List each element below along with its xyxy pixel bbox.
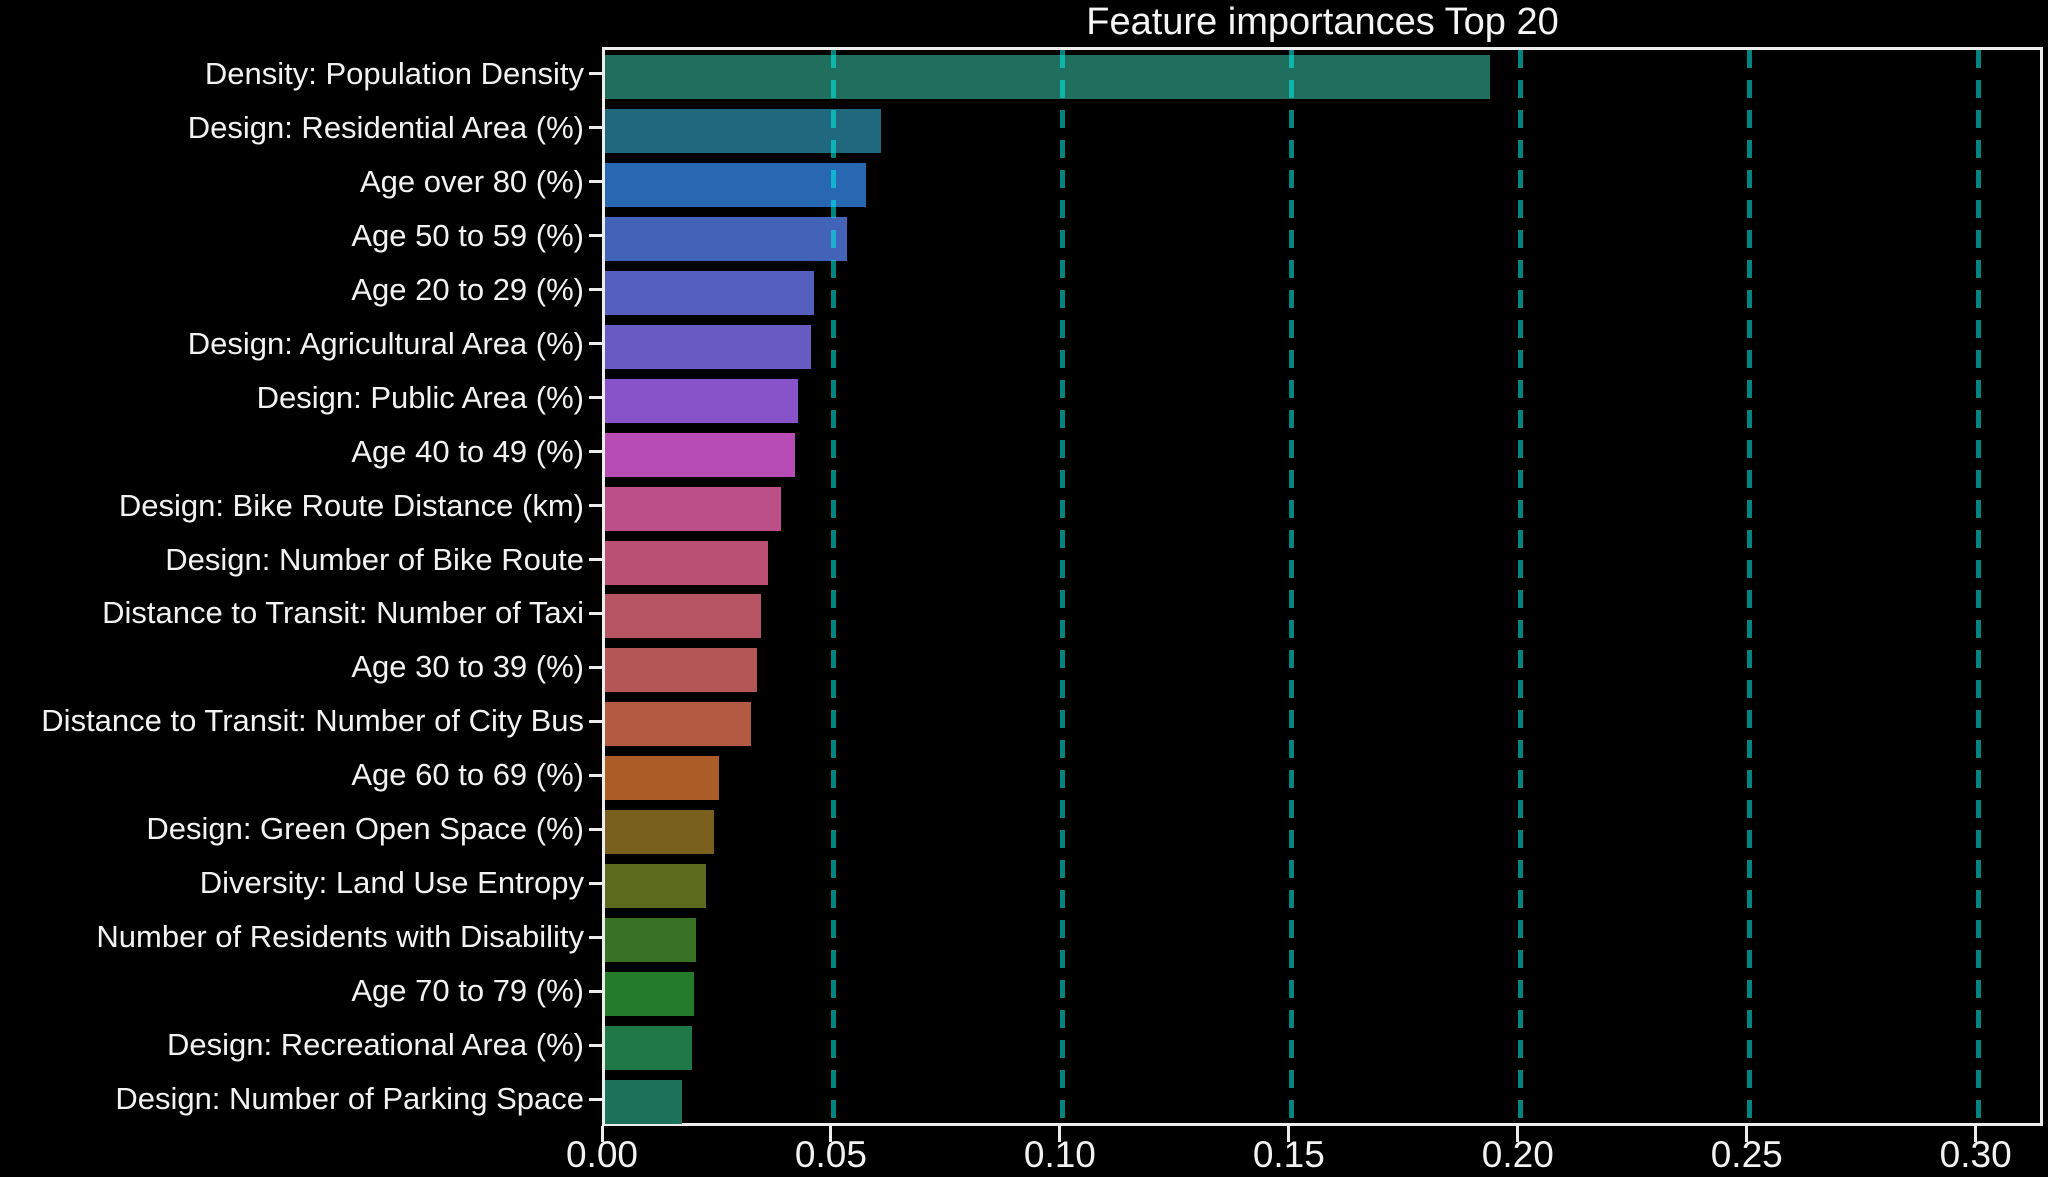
x-tick-label: 0.15: [1252, 1134, 1325, 1175]
bar-5: [605, 324, 811, 369]
bar-14: [605, 810, 714, 855]
y-axis-label: Design: Number of Bike Route: [165, 541, 584, 577]
x-tick-label: 0.05: [794, 1134, 867, 1175]
grid-layer: [605, 50, 2040, 1123]
y-tick-mark: [589, 288, 602, 292]
y-tick-mark: [589, 1043, 602, 1047]
bar-17: [605, 972, 694, 1017]
bar-12: [605, 702, 751, 747]
x-tick-label: 0.25: [1710, 1134, 1783, 1175]
y-tick-mark: [589, 1097, 602, 1101]
y-tick-mark: [589, 827, 602, 831]
y-axis-label: Age 50 to 59 (%): [351, 217, 584, 253]
y-tick-mark: [589, 935, 602, 939]
bar-2: [605, 162, 866, 207]
y-tick-mark: [589, 665, 602, 669]
x-tick-mark: [829, 1126, 833, 1142]
y-axis-label: Design: Green Open Space (%): [146, 811, 584, 847]
bar-19: [605, 1080, 682, 1125]
y-tick-mark: [589, 234, 602, 238]
bar-9: [605, 540, 768, 585]
bar-10: [605, 594, 761, 639]
y-axis-label: Age 70 to 79 (%): [351, 973, 584, 1009]
y-tick-mark: [589, 773, 602, 777]
y-axis-label: Age over 80 (%): [360, 163, 584, 199]
y-axis-label: Design: Number of Parking Space: [115, 1081, 584, 1117]
x-tick-mark: [1287, 1126, 1291, 1142]
y-tick-mark: [589, 450, 602, 454]
y-tick-mark: [589, 126, 602, 130]
bar-6: [605, 378, 798, 423]
y-axis-label: Number of Residents with Disability: [96, 919, 584, 955]
bar-18: [605, 1026, 692, 1071]
y-axis-label: Design: Recreational Area (%): [167, 1027, 584, 1063]
bar-13: [605, 756, 719, 801]
y-axis-label: Design: Public Area (%): [256, 379, 584, 415]
y-axis-label: Age 30 to 39 (%): [351, 649, 584, 685]
bar-15: [605, 864, 706, 909]
y-tick-mark: [589, 342, 602, 346]
y-tick-mark: [589, 180, 602, 184]
y-axis-label: Design: Residential Area (%): [187, 109, 584, 145]
gridline-0.25: [1747, 50, 1753, 1123]
y-tick-mark: [589, 719, 602, 723]
y-tick-mark: [589, 989, 602, 993]
y-tick-mark: [589, 396, 602, 400]
x-tick-mark: [1058, 1126, 1062, 1142]
x-tick-label: 0.10: [1023, 1134, 1096, 1175]
y-axis-label: Distance to Transit: Number of Taxi: [102, 595, 584, 631]
gridline-0.30: [1976, 50, 1982, 1123]
y-axis-label: Diversity: Land Use Entropy: [199, 865, 584, 901]
bar-3: [605, 216, 847, 261]
x-tick-mark: [600, 1126, 604, 1142]
y-tick-mark: [589, 72, 602, 76]
bar-0: [605, 54, 1490, 99]
y-axis-label: Density: Population Density: [204, 55, 584, 91]
y-axis-label: Age 60 to 69 (%): [351, 757, 584, 793]
y-axis-label: Age 20 to 29 (%): [351, 271, 584, 307]
y-tick-mark: [589, 558, 602, 562]
y-tick-mark: [589, 504, 602, 508]
x-tick-label: 0.20: [1481, 1134, 1554, 1175]
bar-11: [605, 648, 757, 693]
bar-4: [605, 270, 814, 315]
y-tick-mark: [589, 611, 602, 615]
gridline-0.20: [1518, 50, 1524, 1123]
x-tick-mark: [1516, 1126, 1520, 1142]
y-axis-label: Age 40 to 49 (%): [351, 433, 584, 469]
x-tick-mark: [1745, 1126, 1749, 1142]
y-tick-mark: [589, 881, 602, 885]
plot-area: [602, 47, 2043, 1126]
bar-16: [605, 918, 696, 963]
gridline-0.05: [831, 50, 837, 1123]
x-tick-mark: [1974, 1126, 1978, 1142]
x-tick-label: 0.30: [1939, 1134, 2012, 1175]
gridline-0.15: [1289, 50, 1295, 1123]
bar-7: [605, 432, 795, 477]
y-axis-label: Design: Bike Route Distance (km): [118, 487, 584, 523]
y-axis-label: Distance to Transit: Number of City Bus: [41, 703, 584, 739]
y-axis-label: Design: Agricultural Area (%): [187, 325, 584, 361]
chart-title: Feature importances Top 20: [1086, 1, 1559, 43]
bar-8: [605, 486, 781, 531]
x-tick-label: 0.00: [565, 1134, 638, 1175]
gridline-0.10: [1060, 50, 1066, 1123]
